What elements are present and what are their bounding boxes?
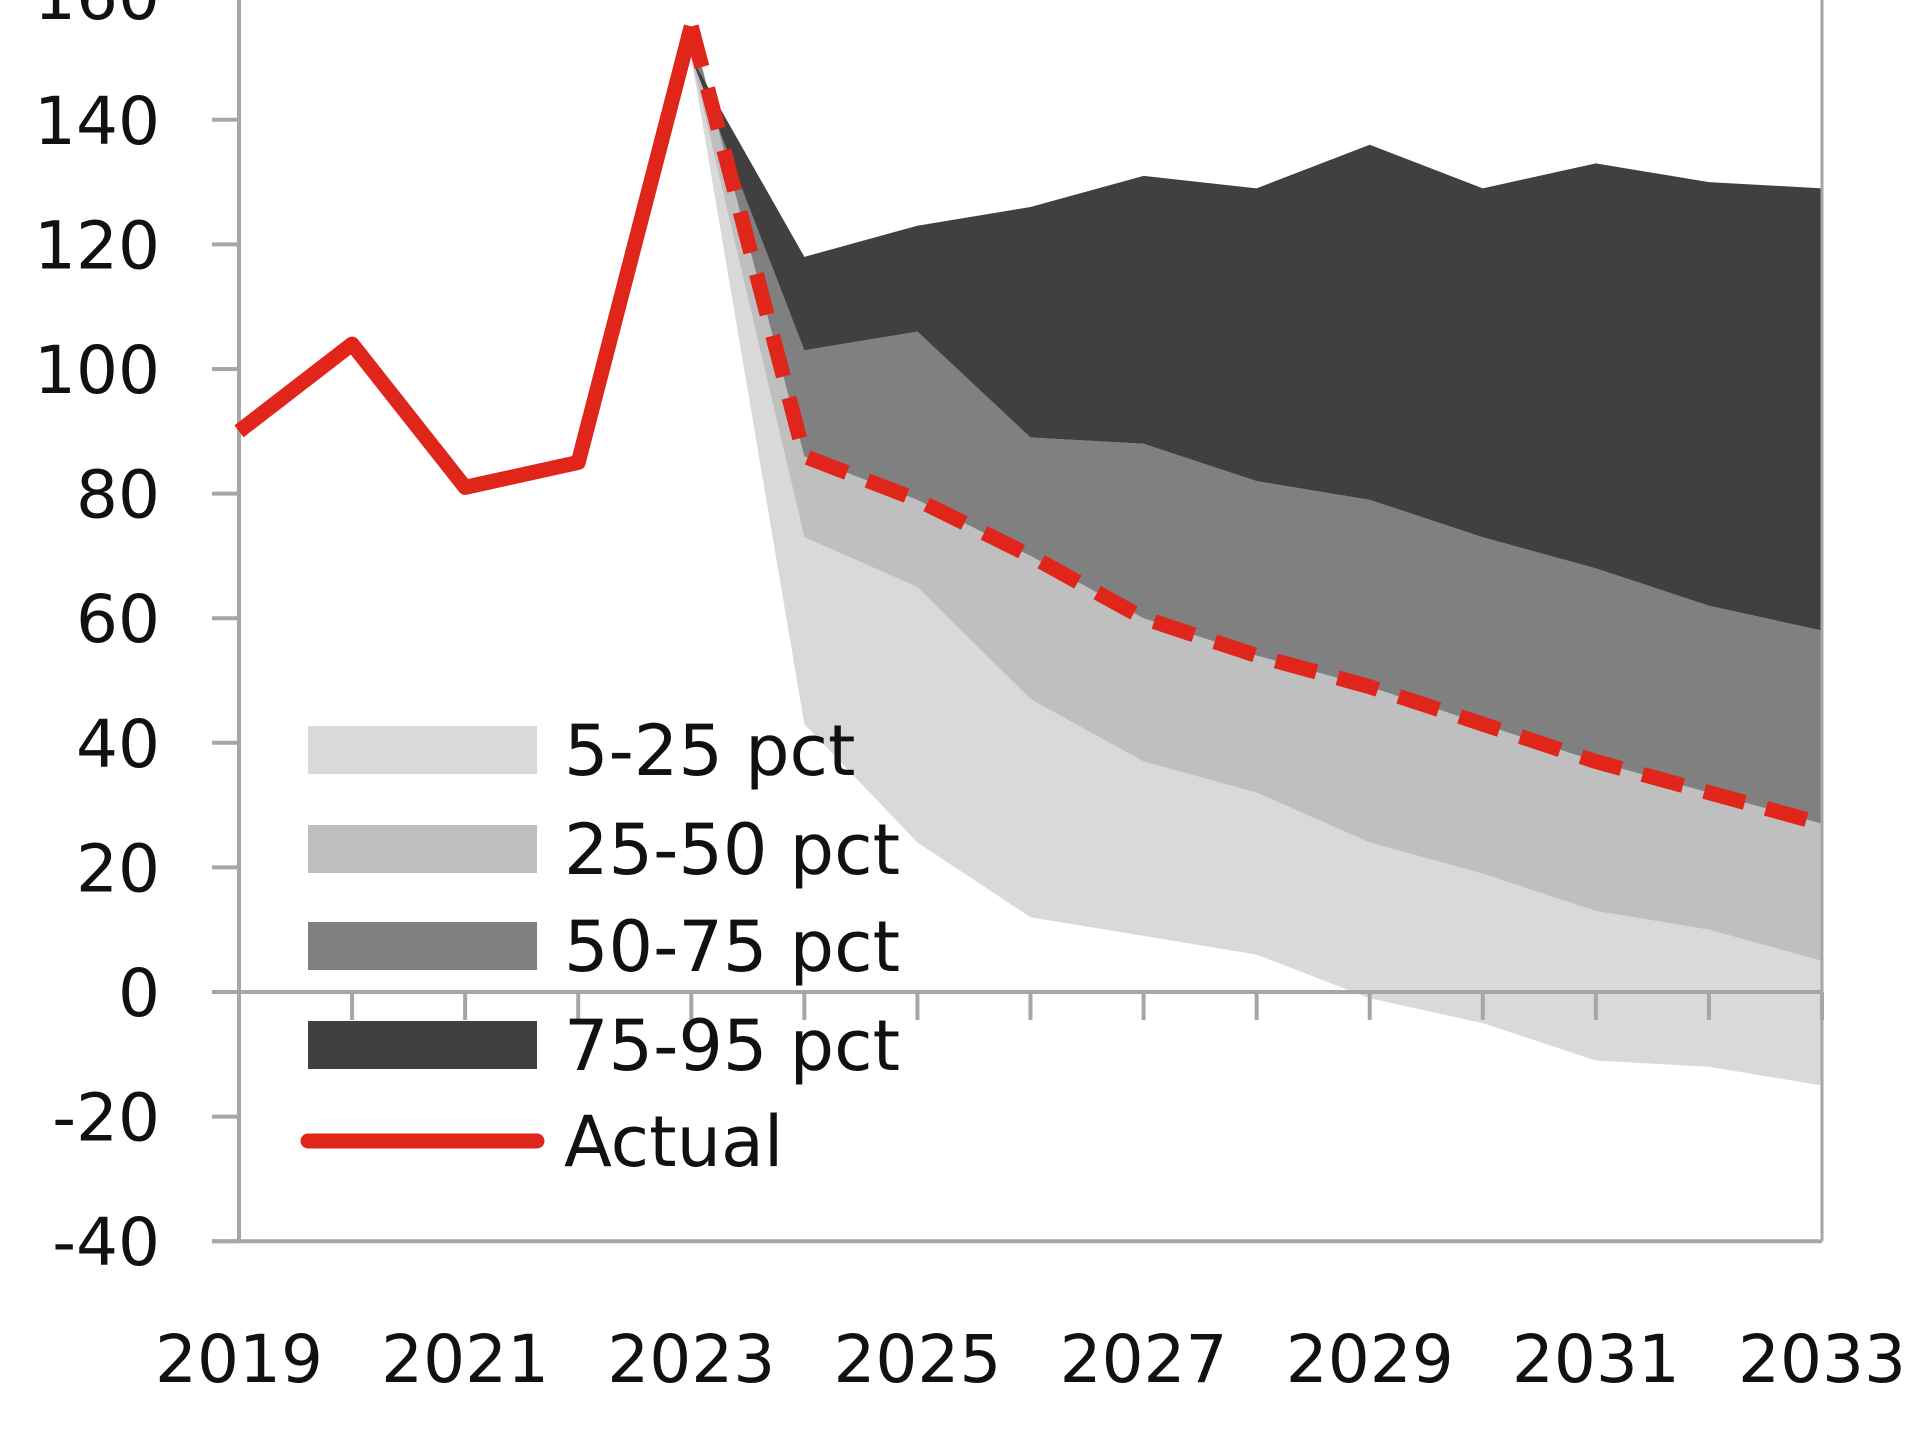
y-tick-label: 120	[34, 207, 160, 284]
y-tick-label: 40	[76, 706, 160, 783]
median-dashed-line	[684, 24, 1824, 832]
x-tick-label: 2031	[1512, 1321, 1680, 1398]
x-tick-label: 2021	[381, 1321, 549, 1398]
legend-label: 50-75 pct	[564, 906, 900, 988]
y-tick-label: 80	[76, 457, 160, 534]
legend-swatch	[308, 825, 537, 873]
y-tick-label: 20	[76, 830, 160, 907]
x-tick-label: 2033	[1738, 1321, 1906, 1398]
y-tick-label: 0	[118, 955, 160, 1032]
band-5-25-pct	[691, 57, 1823, 1086]
legend-label: 25-50 pct	[564, 809, 900, 891]
legend-label: 75-95 pct	[564, 1005, 900, 1087]
legend-swatch	[308, 726, 537, 774]
legend: 5-25 pct 25-50 pct 50-75 pct 75-95 pct Actua…	[300, 710, 900, 1183]
actual-line	[234, 24, 699, 495]
y-tick-label: -40	[52, 1204, 160, 1281]
series-lines	[234, 24, 1824, 832]
legend-swatch	[308, 1021, 537, 1069]
percentile-bands	[691, 26, 1823, 1086]
y-tick-label: 140	[34, 83, 160, 160]
axes: -40 -20 0 20 40 60 80 100 120 140 160 2019 2021 2023 2…	[34, 0, 1906, 1398]
legend-label: Actual	[564, 1101, 783, 1183]
legend-label: 5-25 pct	[564, 710, 855, 792]
y-tick-label: 160	[34, 0, 160, 35]
x-tick-label: 2025	[833, 1321, 1001, 1398]
x-tick-label: 2027	[1060, 1321, 1228, 1398]
x-tick-label: 2029	[1286, 1321, 1454, 1398]
x-tick-label: 2019	[155, 1321, 323, 1398]
y-tick-label: -20	[52, 1080, 160, 1157]
x-tick-label: 2023	[607, 1321, 775, 1398]
band-25-50-pct	[691, 26, 1823, 961]
y-tick-label: 100	[34, 332, 160, 409]
y-tick-label: 60	[76, 581, 160, 658]
band-75-95-pct	[691, 57, 1823, 631]
band-50-75-pct	[691, 26, 1823, 824]
legend-swatch	[308, 922, 537, 970]
